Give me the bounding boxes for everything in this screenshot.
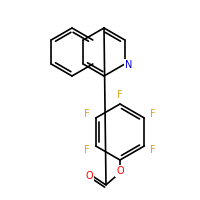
Text: F: F — [150, 145, 156, 155]
Text: F: F — [117, 90, 123, 100]
Text: O: O — [116, 166, 124, 176]
Text: F: F — [84, 145, 90, 155]
Text: F: F — [84, 109, 90, 119]
Text: N: N — [125, 60, 132, 70]
Text: O: O — [85, 171, 93, 181]
Text: F: F — [150, 109, 156, 119]
